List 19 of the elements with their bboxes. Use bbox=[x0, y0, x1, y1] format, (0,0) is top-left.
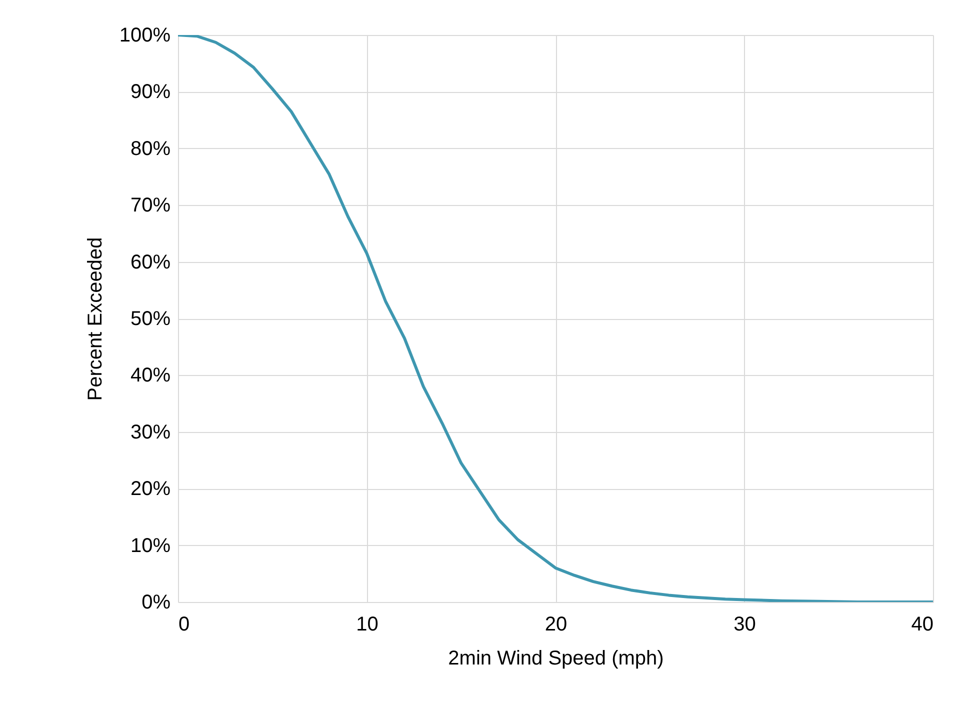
y-tick-label: 80% bbox=[130, 138, 171, 160]
x-tick-label: 0 bbox=[178, 614, 190, 636]
y-axis-title: Percent Exceeded bbox=[84, 237, 106, 401]
x-tick-label: 10 bbox=[356, 614, 378, 636]
y-tick-label: 40% bbox=[130, 364, 171, 387]
y-tick-label: 30% bbox=[130, 421, 171, 444]
y-tick-label: 20% bbox=[130, 478, 171, 500]
line-series bbox=[178, 35, 933, 602]
x-tick-label: 30 bbox=[734, 614, 756, 636]
y-tick-label: 100% bbox=[119, 24, 171, 46]
y-tick-label: 60% bbox=[130, 251, 171, 274]
y-tick-label: 0% bbox=[142, 592, 171, 614]
y-tick-label: 90% bbox=[130, 81, 171, 104]
y-tick-label: 70% bbox=[130, 194, 171, 217]
x-tick-label: 40 bbox=[911, 614, 934, 636]
y-tick-label: 50% bbox=[130, 308, 171, 330]
x-axis-title: 2min Wind Speed (mph) bbox=[448, 648, 664, 670]
y-tick-label: 10% bbox=[130, 534, 171, 557]
x-tick-label: 20 bbox=[544, 614, 568, 636]
